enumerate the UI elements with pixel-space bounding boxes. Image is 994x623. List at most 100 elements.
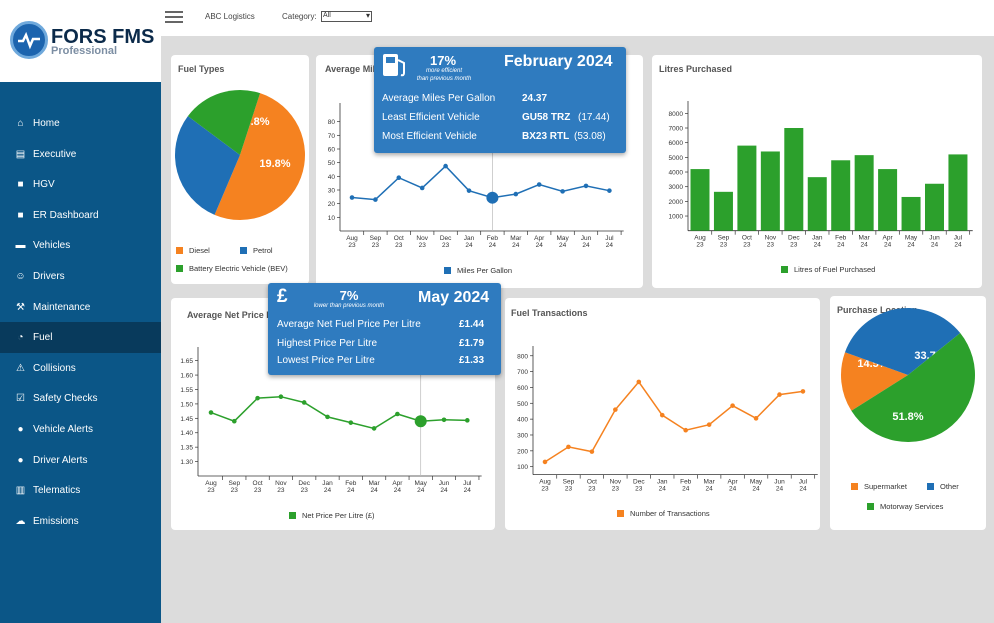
- mpg-point: [513, 191, 519, 197]
- warning-icon: ⚠: [16, 362, 25, 374]
- legend-bev[interactable]: Battery Electric Vehicle (BEV): [176, 264, 288, 273]
- net-price-point: [371, 426, 377, 431]
- sidebar-item-drivers[interactable]: ☺ Drivers: [0, 261, 161, 292]
- tooltip-row-label: Lowest Price Per Litre: [277, 355, 375, 366]
- transactions-x-tick-label: 23: [612, 486, 620, 493]
- litres-x-tick-label: Nov: [765, 235, 777, 242]
- sidebar-item-label: Telematics: [33, 485, 81, 497]
- tooltip-row-value: GU58 TRZ: [522, 112, 571, 123]
- tooltip-row-label: Highest Price Per Litre: [277, 338, 378, 349]
- transactions-x-tick-label: Mar: [704, 479, 716, 486]
- legend-motorway-services[interactable]: Motorway Services: [867, 502, 943, 511]
- transactions-x-tick-label: 24: [706, 486, 714, 493]
- litres-y-tick-label: 6000: [669, 140, 684, 147]
- mpg-y-tick-label: 50: [328, 160, 336, 167]
- litres-x-tick-label: 23: [790, 242, 798, 249]
- net-price-x-tick-label: Mar: [368, 480, 380, 487]
- transactions-line: [544, 380, 804, 463]
- net-price-y-tick-label: 1.50: [180, 401, 193, 408]
- sidebar-item-telematics[interactable]: ▥ Telematics: [0, 475, 161, 506]
- sidebar-item-label: Home: [33, 118, 60, 129]
- top-bar: [161, 0, 994, 36]
- net-price-x-tick-label: 23: [231, 487, 239, 494]
- net-price-x-tick-label: Feb: [345, 480, 357, 487]
- legend-litres[interactable]: Litres of Fuel Purchased: [781, 265, 875, 274]
- legend-swatch: [851, 483, 858, 490]
- sidebar-item-driver-alerts[interactable]: ● Driver Alerts: [0, 445, 161, 476]
- transactions-x-tick-label: Jan: [657, 479, 668, 486]
- litres-x-tick-label: 24: [861, 242, 869, 249]
- sidebar-item-label: ER Dashboard: [33, 209, 99, 221]
- mpg-x-tick-label: Nov: [416, 235, 428, 242]
- mpg-line: [351, 165, 610, 201]
- sidebar-item-safety-checks[interactable]: ☑ Safety Checks: [0, 383, 161, 414]
- litres-y-tick-label: 3000: [669, 184, 684, 191]
- alert-icon: ●: [17, 424, 24, 435]
- sidebar-item-vehicles[interactable]: ▬ Vehicles: [0, 230, 161, 261]
- litres-x-tick-label: 24: [884, 242, 892, 249]
- sidebar: [0, 0, 161, 623]
- net-price-x-tick-label: 24: [324, 487, 332, 494]
- tooltip-row-label: Most Efficient Vehicle: [382, 131, 477, 142]
- gauge-icon: ◔: [17, 332, 24, 344]
- net-price-point: [232, 418, 237, 424]
- transactions-point: [753, 416, 759, 421]
- net-price-x-tick-label: Apr: [392, 480, 403, 487]
- legend-mpg[interactable]: Miles Per Gallon: [444, 266, 512, 275]
- sidebar-item-maintenance[interactable]: ⚒ Maintenance: [0, 292, 161, 323]
- transactions-x-tick-label: 24: [729, 486, 737, 493]
- sidebar-item-collisions[interactable]: ⚠ Collisions: [0, 353, 161, 384]
- transactions-y-tick-label: 100: [517, 464, 528, 471]
- legend-label: Battery Electric Vehicle (BEV): [189, 264, 288, 273]
- litres-y-tick-label: 8000: [669, 111, 684, 118]
- sidebar-item-emissions[interactable]: ☁ Emissions: [0, 506, 161, 537]
- net-price-x-tick-label: Jun: [439, 480, 450, 487]
- legend-other[interactable]: Other: [927, 482, 959, 491]
- net-price-point: [278, 394, 284, 399]
- legend-label: Net Price Per Litre (£): [302, 511, 375, 520]
- legend-swatch: [781, 266, 788, 273]
- litres-x-tick-label: Feb: [835, 235, 847, 242]
- mpg-point: [419, 185, 425, 191]
- legend-label: Diesel: [189, 246, 210, 255]
- menu-hamburger-icon[interactable]: [165, 11, 183, 23]
- net-price-point: [208, 410, 214, 415]
- category-select[interactable]: All: [321, 11, 372, 22]
- legend-petrol[interactable]: Petrol: [240, 246, 273, 255]
- mpg-x-tick-label: Dec: [440, 235, 452, 242]
- mpg-x-tick-label: 24: [512, 242, 520, 249]
- legend-transactions[interactable]: Number of Transactions: [617, 509, 710, 518]
- logo[interactable]: FORS FMS Professional: [0, 0, 161, 82]
- net-price-title: Average Net Price Per Litre: [187, 310, 303, 320]
- sidebar-item-label: Drivers: [33, 271, 65, 282]
- net-price-x-tick-label: 23: [254, 487, 262, 494]
- sidebar-item-home[interactable]: ⌂ Home: [0, 108, 161, 139]
- sidebar-item-vehicle-alerts[interactable]: ● Vehicle Alerts: [0, 414, 161, 445]
- cloud-icon: ☁: [15, 515, 26, 527]
- transactions-y-tick-label: 400: [517, 417, 528, 424]
- net-price-y-tick-label: 1.55: [180, 387, 193, 394]
- net-price-y-tick-label: 1.65: [180, 358, 193, 365]
- legend-diesel[interactable]: Diesel: [176, 246, 210, 255]
- legend-label: Number of Transactions: [630, 509, 710, 518]
- fuel-types-slice: [187, 90, 261, 155]
- mpg-x-tick-label: 23: [348, 242, 356, 249]
- tooltip-row-label: Average Miles Per Gallon: [382, 93, 496, 104]
- transactions-x-tick-label: 24: [682, 486, 690, 493]
- mpg-x-tick-label: Aug: [346, 235, 358, 242]
- sidebar-item-hgv[interactable]: ■ HGV: [0, 169, 161, 200]
- legend-swatch: [444, 267, 451, 274]
- legend-net-price[interactable]: Net Price Per Litre (£): [289, 511, 375, 520]
- legend-swatch: [240, 247, 247, 254]
- transactions-point: [589, 449, 595, 454]
- sidebar-item-fuel[interactable]: ◔ Fuel: [0, 322, 161, 354]
- mpg-point: [607, 188, 612, 193]
- location-slice: [841, 352, 908, 411]
- sidebar-item-executive[interactable]: ▤ Executive: [0, 139, 161, 170]
- transactions-x-tick-label: Oct: [587, 479, 597, 486]
- checkbox-icon: ☑: [16, 393, 25, 405]
- tooltip-row-value: BX23 RTL: [522, 131, 570, 142]
- sidebar-item-er-dashboard[interactable]: ■ ER Dashboard: [0, 200, 161, 231]
- mpg-x-tick-label: Mar: [510, 235, 522, 242]
- legend-supermarket[interactable]: Supermarket: [851, 482, 907, 491]
